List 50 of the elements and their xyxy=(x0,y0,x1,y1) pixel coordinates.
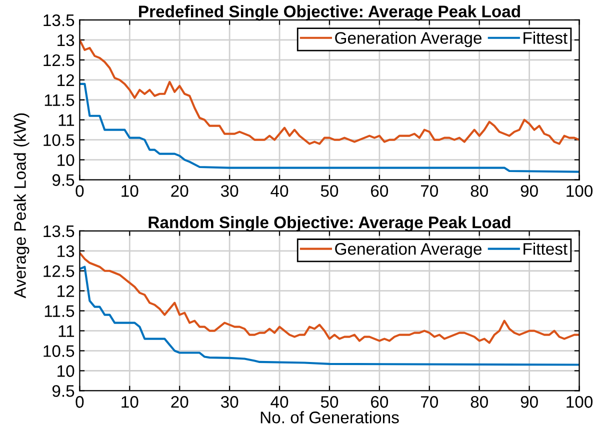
x-tick-label: 80 xyxy=(470,396,488,408)
chart-title: Random Single Objective: Average Peak Load xyxy=(148,216,510,232)
x-tick-label: 70 xyxy=(420,396,438,408)
x-tick-label: 20 xyxy=(171,396,188,408)
y-axis-title: Average Peak Load (kW) xyxy=(14,113,30,298)
y-tick-label: 12.5 xyxy=(44,265,74,278)
y-tick-label: 11.5 xyxy=(44,94,74,106)
x-tick-label: 100 xyxy=(566,396,593,408)
legend-label: Generation Average xyxy=(335,32,482,48)
x-tick-label: 90 xyxy=(520,185,538,197)
y-tick-label: 10 xyxy=(58,365,74,377)
x-tick-label: 70 xyxy=(420,185,438,197)
y-tick-label: 11 xyxy=(58,114,74,126)
y-tick-label: 10.5 xyxy=(44,345,74,357)
x-tick-label: 40 xyxy=(270,185,288,197)
line-series xyxy=(80,82,580,173)
x-tick-label: 0 xyxy=(76,185,84,197)
x-tick-label: 50 xyxy=(320,185,338,197)
y-tick-label: 13.5 xyxy=(44,14,74,26)
x-tick-label: 0 xyxy=(76,396,84,408)
x-axis-title: No. of Generations xyxy=(260,411,399,424)
x-tick-label: 30 xyxy=(220,185,238,197)
x-tick-label: 20 xyxy=(171,185,188,197)
chart-title: Predefined Single Objective: Average Peak Load xyxy=(139,5,520,21)
x-tick-label: 30 xyxy=(220,396,238,408)
x-tick-label: 60 xyxy=(371,396,388,408)
x-tick-label: 10 xyxy=(122,185,138,197)
legend-label: Fittest xyxy=(524,32,568,44)
y-tick-label: 9.5 xyxy=(52,174,74,186)
x-tick-label: 60 xyxy=(371,185,388,197)
x-tick-label: 100 xyxy=(566,185,593,197)
x-tick-label: 90 xyxy=(520,396,538,408)
x-tick-label: 50 xyxy=(320,396,338,408)
y-tick-label: 11 xyxy=(58,325,74,337)
y-tick-label: 12.5 xyxy=(44,54,74,66)
legend-label: Generation Average xyxy=(335,242,482,258)
x-tick-label: 10 xyxy=(122,396,138,408)
x-tick-label: 80 xyxy=(470,185,488,197)
y-tick-label: 13.5 xyxy=(44,225,74,238)
y-tick-label: 11.5 xyxy=(44,305,74,318)
y-tick-label: 13 xyxy=(58,245,74,258)
legend-label: Fittest xyxy=(524,242,568,255)
y-tick-label: 12 xyxy=(58,285,74,297)
y-tick-label: 12 xyxy=(58,74,74,86)
y-tick-label: 9.5 xyxy=(52,385,74,397)
y-tick-label: 13 xyxy=(58,34,74,46)
y-tick-label: 10 xyxy=(58,154,74,166)
x-tick-label: 40 xyxy=(270,396,288,408)
line-series xyxy=(80,266,580,366)
y-tick-label: 10.5 xyxy=(44,134,74,146)
